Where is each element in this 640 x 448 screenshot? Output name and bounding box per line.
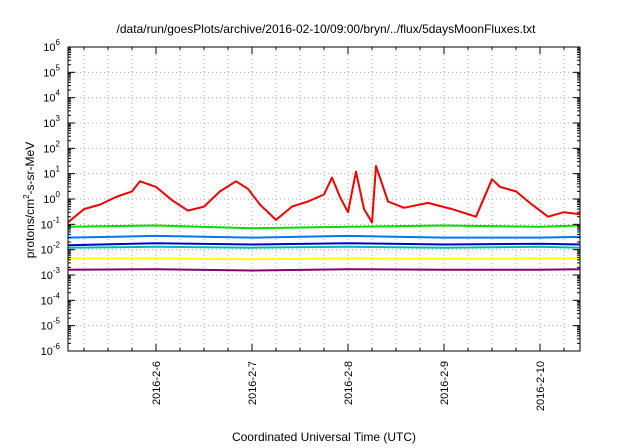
y-tick-label: 102: [43, 139, 60, 155]
y-tick-label: 10-3: [41, 266, 61, 282]
series-line-4: [67, 245, 581, 249]
y-tick-label: 103: [43, 114, 60, 130]
series-line-3: [67, 234, 581, 239]
x-tick-label: 2016-2-6: [151, 361, 163, 405]
y-tick-label: 105: [43, 63, 60, 79]
series-line-1: [67, 165, 581, 224]
data-series: [67, 165, 581, 272]
series-line-5: [67, 242, 581, 247]
x-tick-label: 2016-2-9: [439, 361, 451, 405]
y-axis-label: protons/cm2-s-sr-MeV: [22, 142, 37, 258]
grid-lines: [68, 47, 580, 351]
y-tick-label: 10-6: [41, 342, 61, 358]
y-tick-label: 10-5: [41, 317, 61, 333]
series-line-2: [67, 224, 581, 230]
series-line-7: [67, 268, 581, 272]
y-tick-label: 10-2: [41, 241, 61, 257]
y-tick-label: 10-4: [41, 291, 61, 307]
x-tick-label: 2016-2-8: [343, 361, 355, 405]
y-tick-label: 10-1: [41, 215, 61, 231]
x-tick-label: 2016-2-10: [535, 361, 547, 411]
y-tick-label: 106: [43, 38, 60, 54]
y-tick-label: 104: [43, 89, 60, 105]
y-tick-label: 100: [43, 190, 60, 206]
chart-title: /data/run/goesPlots/archive/2016-02-10/0…: [117, 22, 537, 36]
x-tick-label: 2016-2-7: [247, 361, 259, 405]
x-axis-label: Coordinated Universal Time (UTC): [232, 430, 416, 444]
x-axis-ticks: 2016-2-6 2016-2-7 2016-2-8 2016-2-9 2016-2-1…: [83, 47, 565, 411]
y-tick-label: 101: [43, 165, 60, 181]
series-line-6: [68, 257, 580, 261]
y-axis-ticks: 10-6 10-5 10-4 10-3 10-2 10-1 100 101 102 103 104 1…: [41, 38, 580, 358]
